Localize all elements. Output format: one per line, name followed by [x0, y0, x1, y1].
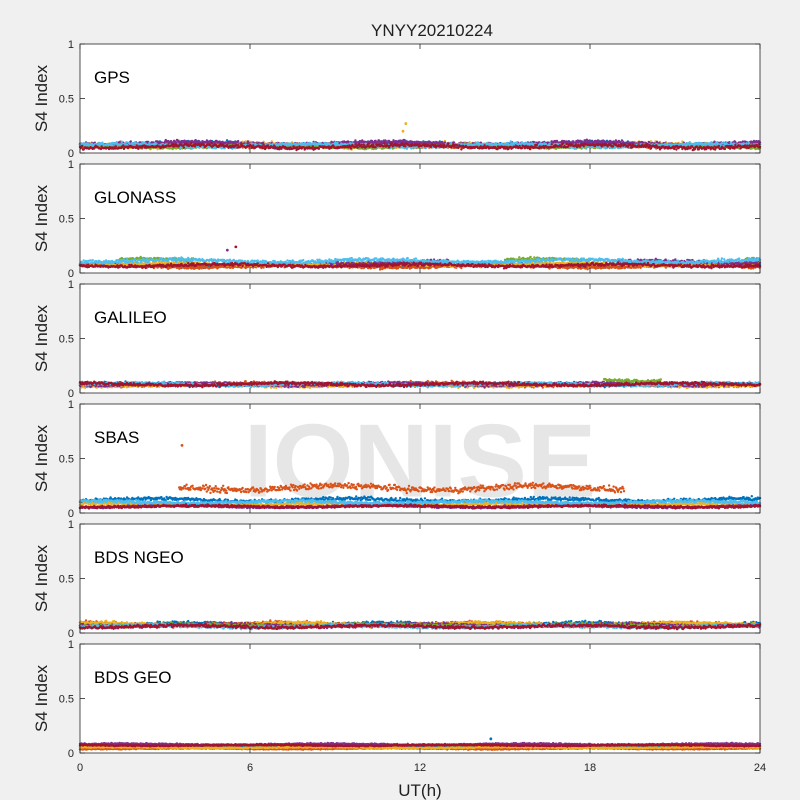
data-point — [148, 141, 151, 145]
data-point — [125, 141, 128, 144]
data-point — [237, 139, 240, 143]
data-point — [378, 139, 381, 142]
data-point — [620, 139, 624, 142]
plot-area — [80, 44, 760, 153]
data-point — [194, 139, 197, 142]
data-point — [354, 139, 357, 142]
figure-title: YNYY20210224 — [371, 21, 493, 40]
data-point — [129, 140, 132, 143]
data-point — [120, 140, 124, 143]
data-points — [78, 122, 762, 152]
data-point — [110, 144, 114, 147]
data-point — [209, 139, 212, 142]
data-point — [402, 138, 406, 142]
data-point — [137, 142, 140, 145]
